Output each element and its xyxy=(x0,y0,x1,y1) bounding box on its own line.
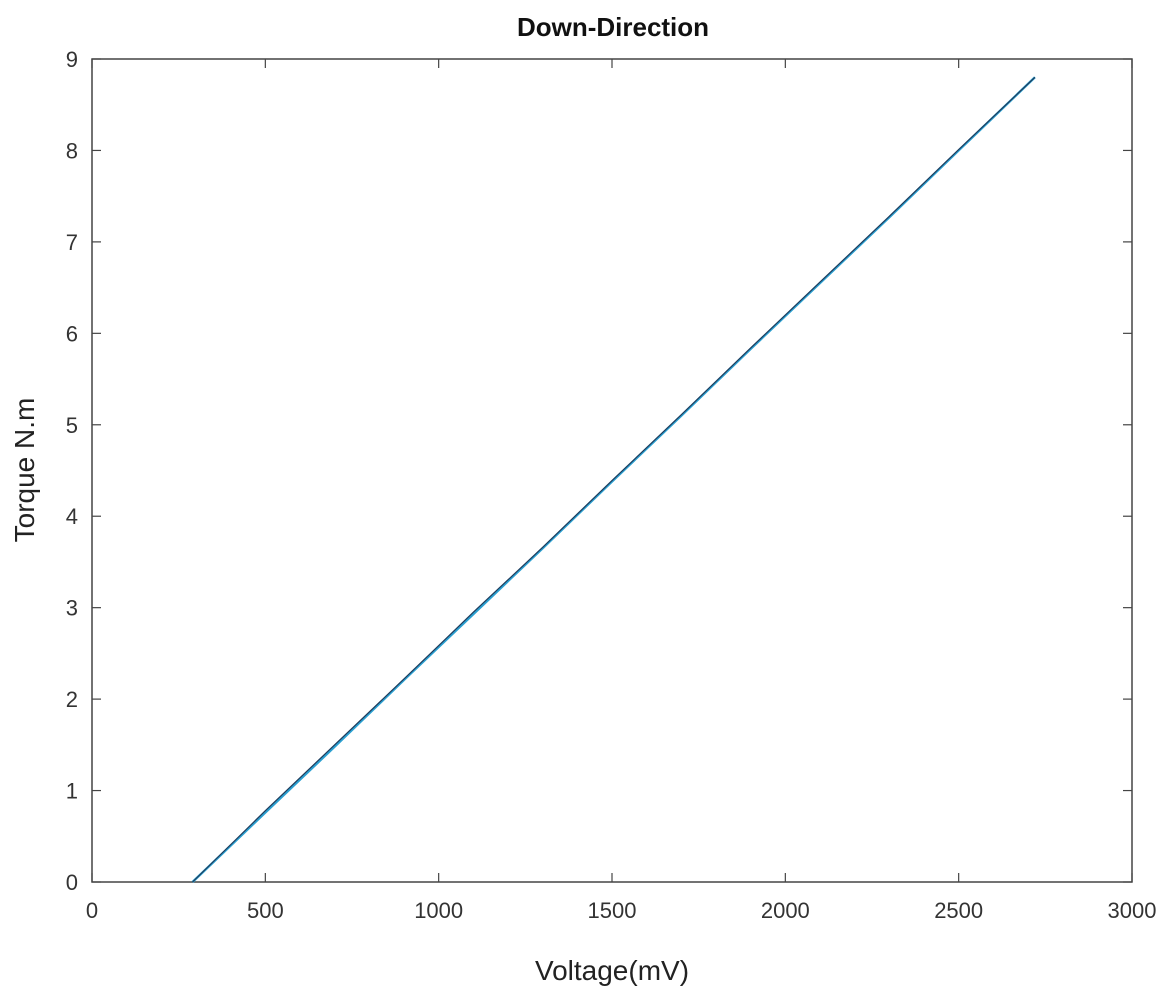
y-tick-label: 5 xyxy=(66,413,78,438)
y-tick-label: 7 xyxy=(66,230,78,255)
y-axis-label: Torque N.m xyxy=(9,398,40,543)
x-tick-label: 500 xyxy=(247,898,284,923)
y-tick-label: 8 xyxy=(66,138,78,163)
y-tick-label: 4 xyxy=(66,504,78,529)
series-line-2 xyxy=(192,76,1036,883)
x-axis-ticks: 0 500 1000 1500 2000 2500 3000 xyxy=(86,59,1157,923)
x-tick-label: 2000 xyxy=(761,898,810,923)
x-axis-label: Voltage(mV) xyxy=(535,955,689,986)
x-tick-label: 1500 xyxy=(588,898,637,923)
y-tick-label: 6 xyxy=(66,321,78,346)
series-layer xyxy=(191,76,1036,883)
y-tick-label: 0 xyxy=(66,870,78,895)
y-tick-label: 2 xyxy=(66,687,78,712)
y-tick-label: 1 xyxy=(66,779,78,804)
y-axis-ticks: 0 1 2 3 4 5 6 7 8 9 xyxy=(66,47,1132,895)
x-tick-label: 0 xyxy=(86,898,98,923)
chart-title: Down-Direction xyxy=(517,12,709,42)
x-tick-label: 3000 xyxy=(1108,898,1157,923)
x-tick-label: 1000 xyxy=(414,898,463,923)
plot-area xyxy=(91,58,1133,883)
x-tick-label: 2500 xyxy=(934,898,983,923)
series-line-1 xyxy=(191,76,1036,883)
y-tick-label: 9 xyxy=(66,47,78,72)
y-tick-label: 3 xyxy=(66,596,78,621)
